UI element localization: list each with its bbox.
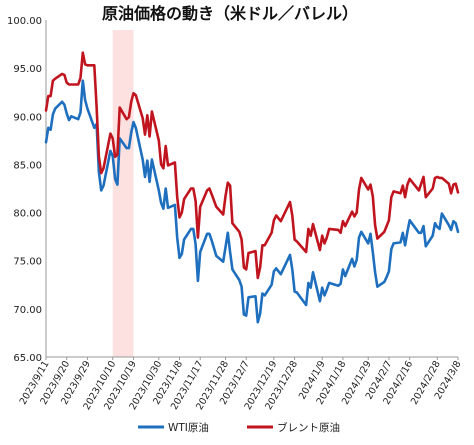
y-tick-label: 70.00 bbox=[13, 305, 42, 316]
wti-series-line bbox=[44, 79, 460, 324]
legend-label: ブレント原油 bbox=[277, 421, 340, 434]
y-tick-label: 65.00 bbox=[13, 353, 42, 364]
plot-area bbox=[112, 30, 134, 357]
y-tick-label: 80.00 bbox=[13, 209, 42, 220]
highlight-band bbox=[112, 30, 134, 357]
y-tick-label: 95.00 bbox=[13, 64, 42, 75]
chart-title: 原油価格の動き（米ドル／バレル） bbox=[102, 4, 358, 23]
y-tick-label: 85.00 bbox=[13, 160, 42, 171]
y-tick-label: 100.00 bbox=[7, 16, 42, 27]
y-tick-label: 90.00 bbox=[13, 112, 42, 123]
axes: 100.00 95.00 90.00 85.00 80.00 75.00 70.00 65.0… bbox=[7, 16, 464, 412]
legend: WTI原油 ブレント原油 bbox=[138, 421, 340, 434]
series-lines bbox=[44, 51, 460, 324]
brent-series-line bbox=[44, 51, 460, 280]
y-tick-label: 75.00 bbox=[13, 257, 42, 268]
legend-label: WTI原油 bbox=[168, 421, 209, 434]
